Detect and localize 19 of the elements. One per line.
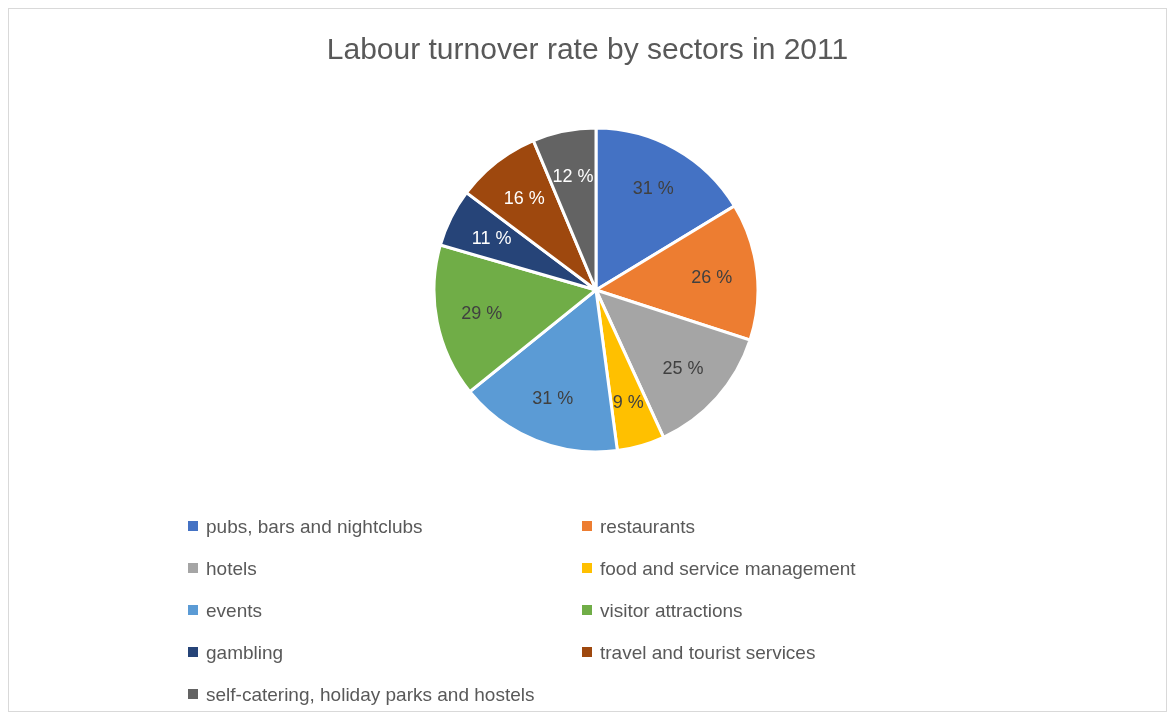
legend-label: self-catering, holiday parks and hostels (206, 683, 535, 705)
data-label: 25 % (662, 357, 704, 378)
legend-label: food and service management (600, 557, 857, 579)
data-label: 29 % (461, 302, 503, 323)
data-label: 26 % (691, 266, 733, 287)
data-label: 31 % (532, 388, 574, 409)
legend-label: events (206, 599, 262, 621)
chart-title: Labour turnover rate by sectors in 2011 (326, 31, 849, 65)
legend-label: travel and tourist services (600, 641, 816, 663)
legend-label: visitor attractions (600, 599, 743, 621)
data-label: 9 % (612, 392, 644, 413)
legend-label: gambling (206, 641, 284, 663)
data-label: 12 % (552, 165, 594, 186)
data-label: 16 % (503, 187, 545, 208)
data-label: 31 % (632, 178, 674, 199)
legend-label: pubs, bars and nightclubs (206, 515, 423, 537)
legend-label: restaurants (600, 515, 696, 537)
data-label: 11 % (471, 227, 512, 248)
legend-label: hotels (206, 557, 257, 579)
